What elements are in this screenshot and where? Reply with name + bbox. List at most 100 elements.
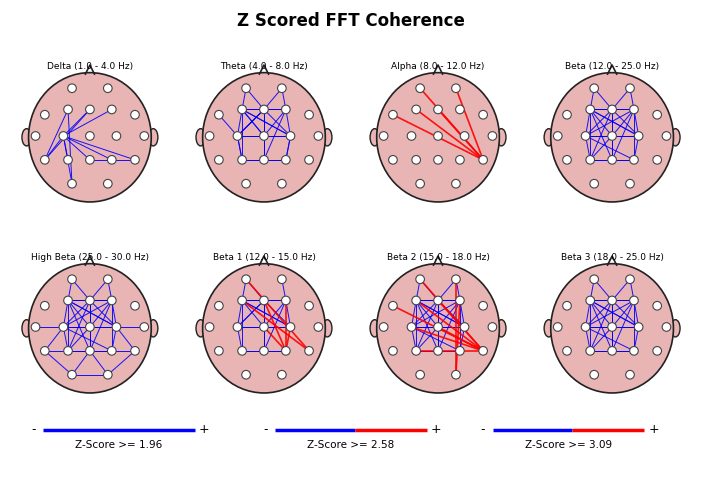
Circle shape xyxy=(625,84,635,93)
Circle shape xyxy=(389,347,397,355)
Circle shape xyxy=(282,105,290,114)
Circle shape xyxy=(86,156,94,164)
Circle shape xyxy=(379,323,388,331)
Circle shape xyxy=(67,275,77,284)
Text: +: + xyxy=(199,424,210,436)
Circle shape xyxy=(625,180,635,188)
Circle shape xyxy=(67,371,77,379)
Circle shape xyxy=(241,275,251,284)
Ellipse shape xyxy=(323,320,332,337)
Circle shape xyxy=(553,323,562,331)
Circle shape xyxy=(416,275,425,284)
Circle shape xyxy=(586,156,595,164)
Ellipse shape xyxy=(497,320,506,337)
Circle shape xyxy=(59,131,67,140)
Circle shape xyxy=(205,323,214,331)
Circle shape xyxy=(608,156,616,164)
Circle shape xyxy=(416,180,425,188)
Circle shape xyxy=(31,131,40,140)
Circle shape xyxy=(653,111,661,119)
Circle shape xyxy=(215,156,223,164)
Circle shape xyxy=(608,296,616,305)
Circle shape xyxy=(581,131,590,140)
Ellipse shape xyxy=(323,128,332,146)
Circle shape xyxy=(451,275,461,284)
Ellipse shape xyxy=(671,320,680,337)
Circle shape xyxy=(41,156,49,164)
Circle shape xyxy=(59,323,67,331)
Circle shape xyxy=(434,105,442,114)
Circle shape xyxy=(456,296,464,305)
Circle shape xyxy=(260,323,268,331)
Ellipse shape xyxy=(149,128,158,146)
Circle shape xyxy=(277,84,286,93)
Circle shape xyxy=(286,131,295,140)
Circle shape xyxy=(215,111,223,119)
Circle shape xyxy=(662,323,671,331)
Circle shape xyxy=(233,131,241,140)
Ellipse shape xyxy=(551,264,673,393)
Circle shape xyxy=(456,156,464,164)
Circle shape xyxy=(434,131,442,140)
Circle shape xyxy=(608,323,616,331)
Circle shape xyxy=(314,131,323,140)
Circle shape xyxy=(625,371,635,379)
Circle shape xyxy=(31,323,40,331)
Circle shape xyxy=(260,131,268,140)
Circle shape xyxy=(238,156,246,164)
Circle shape xyxy=(215,347,223,355)
Circle shape xyxy=(305,302,313,310)
Ellipse shape xyxy=(22,128,31,146)
Circle shape xyxy=(389,302,397,310)
Text: -: - xyxy=(481,424,485,436)
Circle shape xyxy=(407,323,416,331)
Circle shape xyxy=(412,105,420,114)
Text: Beta 3 (18.0 - 25.0 Hz): Beta 3 (18.0 - 25.0 Hz) xyxy=(561,253,663,262)
Circle shape xyxy=(86,105,94,114)
Circle shape xyxy=(241,371,251,379)
Circle shape xyxy=(107,347,116,355)
Circle shape xyxy=(479,302,487,310)
Circle shape xyxy=(608,105,616,114)
Ellipse shape xyxy=(551,72,673,202)
Ellipse shape xyxy=(22,320,31,337)
Text: Delta (1.0 - 4.0 Hz): Delta (1.0 - 4.0 Hz) xyxy=(47,62,133,71)
Circle shape xyxy=(434,156,442,164)
Text: Beta 1 (12.0 - 15.0 Hz): Beta 1 (12.0 - 15.0 Hz) xyxy=(213,253,315,262)
Circle shape xyxy=(625,275,635,284)
Circle shape xyxy=(41,347,49,355)
Text: High Beta (25.0 - 30.0 Hz): High Beta (25.0 - 30.0 Hz) xyxy=(31,253,149,262)
Circle shape xyxy=(456,347,464,355)
Circle shape xyxy=(260,296,268,305)
Text: Alpha (8.0 - 12.0 Hz): Alpha (8.0 - 12.0 Hz) xyxy=(391,62,484,71)
Circle shape xyxy=(456,105,464,114)
Text: +: + xyxy=(431,424,442,436)
Circle shape xyxy=(451,371,461,379)
Circle shape xyxy=(553,131,562,140)
Text: Theta (4.0 - 8.0 Hz): Theta (4.0 - 8.0 Hz) xyxy=(220,62,308,71)
Circle shape xyxy=(479,347,487,355)
Ellipse shape xyxy=(544,320,553,337)
Ellipse shape xyxy=(203,264,325,393)
Circle shape xyxy=(662,131,671,140)
Circle shape xyxy=(131,111,139,119)
Circle shape xyxy=(563,111,571,119)
Circle shape xyxy=(140,323,149,331)
Circle shape xyxy=(590,180,599,188)
Circle shape xyxy=(434,347,442,355)
Circle shape xyxy=(479,156,487,164)
Circle shape xyxy=(64,105,72,114)
Circle shape xyxy=(389,156,397,164)
Circle shape xyxy=(412,156,420,164)
Ellipse shape xyxy=(29,264,151,393)
Circle shape xyxy=(64,296,72,305)
Circle shape xyxy=(131,156,139,164)
Circle shape xyxy=(107,105,116,114)
Text: Z-Score >= 2.58: Z-Score >= 2.58 xyxy=(307,440,395,450)
Circle shape xyxy=(630,156,638,164)
Circle shape xyxy=(86,296,94,305)
Circle shape xyxy=(590,275,599,284)
Text: Z-Score >= 3.09: Z-Score >= 3.09 xyxy=(525,440,612,450)
Circle shape xyxy=(107,296,116,305)
Circle shape xyxy=(64,156,72,164)
